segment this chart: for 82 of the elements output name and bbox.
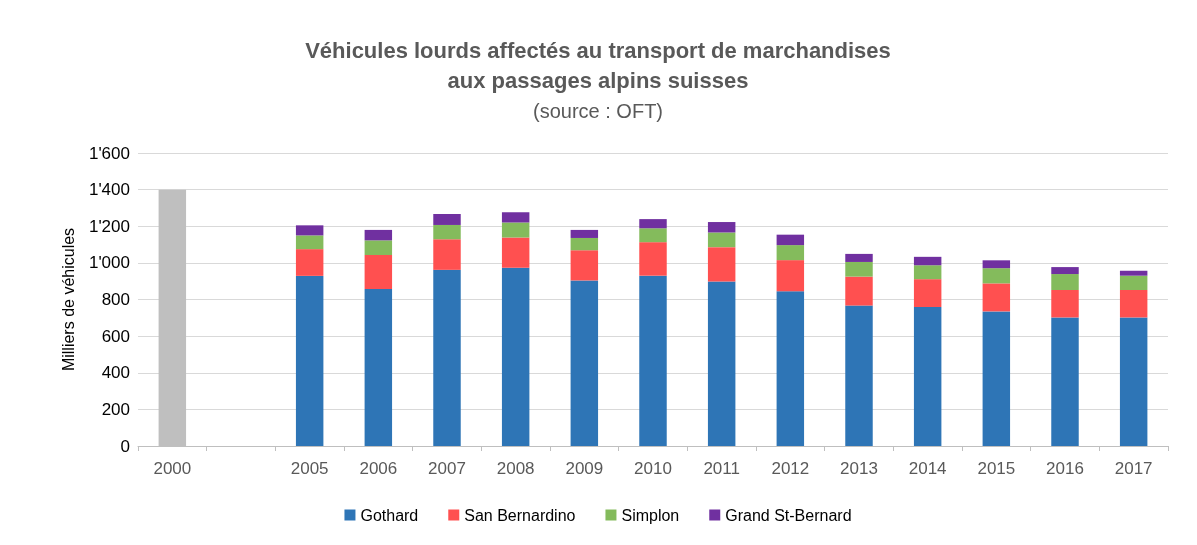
y-tick-label: 800 <box>101 290 130 309</box>
bar <box>501 237 530 268</box>
x-tick-label: 2007 <box>428 459 466 478</box>
x-tick-label: 2017 <box>1114 459 1153 478</box>
bar <box>707 222 736 233</box>
x-tick-label: 2000 <box>153 459 192 478</box>
bar <box>913 307 942 446</box>
bar <box>295 225 324 236</box>
bar <box>845 253 873 262</box>
bar <box>433 213 461 225</box>
bar <box>913 256 942 266</box>
bar <box>845 276 873 306</box>
y-tick-label: 1'400 <box>88 180 130 200</box>
bar <box>433 239 461 270</box>
bar <box>776 234 805 246</box>
y-tick-label: 600 <box>101 326 130 346</box>
bar <box>295 275 324 446</box>
bar <box>1051 317 1079 446</box>
x-tick-label: 2012 <box>771 459 810 478</box>
bar <box>1051 274 1079 290</box>
bar <box>982 311 1011 446</box>
bar <box>364 240 393 255</box>
bar <box>570 229 599 238</box>
bar <box>433 269 461 446</box>
x-tick-label: 2016 <box>1046 459 1084 478</box>
y-axis-title: Milliers de véhicules <box>59 227 77 372</box>
x-tick-label: 2014 <box>908 459 947 478</box>
x-tick-label: 2015 <box>977 459 1016 478</box>
x-tick-label: 2009 <box>565 459 604 478</box>
bar <box>845 305 873 446</box>
bar <box>364 229 393 241</box>
legend-label: Grand St-Bernard <box>725 506 852 524</box>
bar <box>364 289 393 446</box>
bar <box>845 261 873 277</box>
bar <box>639 228 667 243</box>
bar <box>295 235 324 250</box>
x-tick-label: 2006 <box>359 459 398 478</box>
x-tick-label: 2008 <box>496 459 535 478</box>
bar <box>501 267 530 446</box>
bar <box>639 275 667 446</box>
bar <box>1119 289 1148 318</box>
bar <box>776 291 805 446</box>
bar <box>982 268 1011 284</box>
chart-title: Véhicules lourds affectés au transport de marchandises aux passages alpins suisses <box>305 37 891 93</box>
legend-label: San Bernardino <box>464 506 576 524</box>
bar <box>707 232 736 248</box>
bar <box>501 212 530 223</box>
bar <box>639 242 667 276</box>
bar <box>1119 317 1148 446</box>
bar <box>913 279 942 308</box>
bar <box>570 250 599 281</box>
y-tick-label: 1'000 <box>88 253 130 273</box>
legend-label: Simplon <box>621 506 680 524</box>
y-tick-label: 200 <box>101 399 130 419</box>
bar <box>501 222 530 238</box>
y-tick-label: 1'200 <box>88 216 130 236</box>
bar <box>1119 275 1148 290</box>
x-tick-label: 2011 <box>703 459 740 478</box>
bar <box>982 283 1011 312</box>
bar <box>364 255 393 290</box>
bar <box>982 260 1011 269</box>
bar <box>707 281 736 446</box>
bar <box>1051 289 1079 318</box>
bar <box>913 265 942 280</box>
bar <box>1051 267 1079 275</box>
bar <box>639 219 667 229</box>
bar <box>707 247 736 282</box>
chart-subtitle: (source : OFT) <box>532 100 664 122</box>
bar <box>433 224 461 240</box>
legend-label: Gothard <box>360 506 419 524</box>
y-tick-label: 0 <box>120 436 130 456</box>
bar <box>776 260 805 292</box>
x-tick-label: 2005 <box>290 459 329 478</box>
bar <box>776 245 805 261</box>
bar <box>570 237 599 251</box>
y-tick-label: 400 <box>101 363 130 383</box>
x-tick-label: 2010 <box>634 459 672 478</box>
y-tick-label: 1'600 <box>88 143 130 163</box>
x-tick-label: 2013 <box>840 459 878 478</box>
bar <box>295 249 324 276</box>
bar <box>1119 270 1148 276</box>
bar <box>570 280 599 446</box>
